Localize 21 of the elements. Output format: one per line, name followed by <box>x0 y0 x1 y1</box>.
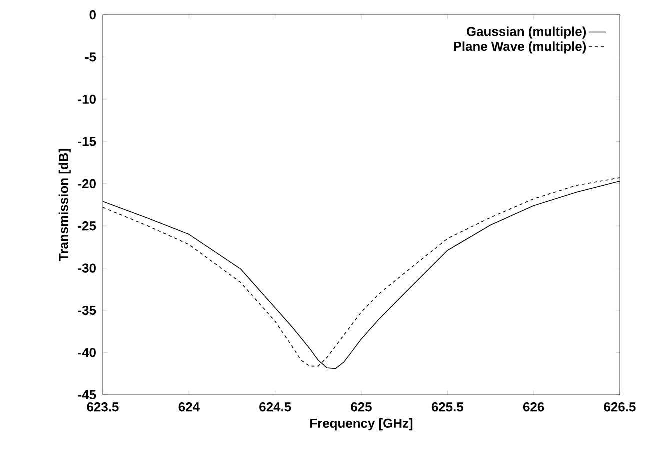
x-tick-label: 623.5 <box>87 402 119 412</box>
y-tick-label: -10 <box>78 94 96 104</box>
y-tick-label: -40 <box>78 348 96 358</box>
x-tick-label: 625.5 <box>432 402 464 412</box>
legend-label: Gaussian (multiple) <box>467 26 586 39</box>
x-axis-title: Frequency [GHz] <box>310 418 413 431</box>
y-axis-title: Transmission [dB] <box>58 149 71 262</box>
y-tick-label: -5 <box>85 52 96 62</box>
y-tick-label: -25 <box>78 222 96 231</box>
y-tick-label: -20 <box>78 179 96 188</box>
y-tick-label: 0 <box>90 10 96 20</box>
y-tick-label: -35 <box>78 306 96 316</box>
x-tick-label: 624 <box>178 402 200 412</box>
x-tick-label: 625 <box>351 402 372 412</box>
y-tick-label: -30 <box>78 264 96 273</box>
y-tick-label: -45 <box>78 390 96 400</box>
legend-label: Plane Wave (multiple) <box>454 42 586 54</box>
x-tick-label: 626.5 <box>604 402 636 412</box>
x-tick-label: 624.5 <box>260 402 292 412</box>
y-tick-label: -15 <box>78 137 96 146</box>
x-tick-label: 626 <box>524 402 544 412</box>
